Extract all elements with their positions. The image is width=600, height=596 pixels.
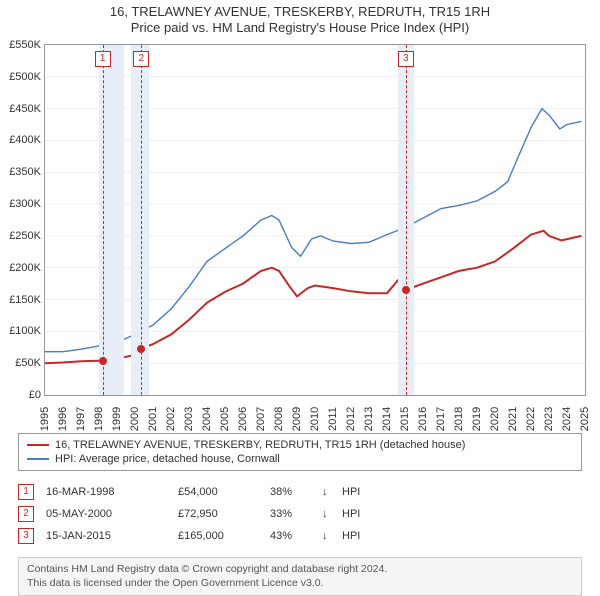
y-axis-label: £450K [9,103,41,115]
x-axis-label: 2017 [435,407,447,431]
event-price: £54,000 [178,486,258,498]
event-price: £72,950 [178,508,258,520]
x-axis-label: 2011 [327,407,339,431]
chart-marker-dot [99,357,107,365]
x-axis-label: 2019 [471,407,483,431]
x-axis-label: 2002 [165,407,177,431]
chart-marker-num: 2 [133,51,149,67]
event-num: 1 [18,484,34,500]
x-axis-label: 2004 [201,407,213,431]
series-price_paid [45,231,581,363]
y-axis-label: £400K [9,134,41,146]
y-axis-label: £350K [9,166,41,178]
x-axis-label: 1998 [93,407,105,431]
legend-row: 16, TRELAWNEY AVENUE, TRESKERBY, REDRUTH… [27,438,573,452]
legend-row: HPI: Average price, detached house, Corn… [27,452,573,466]
chart-marker-num: 3 [398,51,414,67]
y-axis-label: £250K [9,230,41,242]
x-axis-label: 2025 [579,407,591,431]
event-table: 1 16-MAR-1998 £54,000 38% ↓ HPI 2 05-MAY-2000 £7… [18,481,582,547]
chart-marker-line [406,45,407,395]
legend-label: 16, TRELAWNEY AVENUE, TRESKERBY, REDRUTH… [55,439,465,451]
y-axis-label: £50K [15,357,41,369]
event-num: 2 [18,506,34,522]
x-axis-label: 2024 [561,407,573,431]
event-gap: 43% [270,530,310,542]
down-arrow-icon: ↓ [322,508,330,520]
event-num: 3 [18,528,34,544]
x-axis-label: 2001 [147,407,159,431]
event-row: 3 15-JAN-2015 £165,000 43% ↓ HPI [18,525,582,547]
chart-marker-line [103,45,104,395]
x-axis-label: 2007 [255,407,267,431]
x-axis-label: 2016 [417,407,429,431]
y-axis-label: £550K [9,39,41,51]
event-gap: 33% [270,508,310,520]
x-axis-label: 2000 [129,407,141,431]
chart-marker-dot [402,286,410,294]
x-axis-label: 2005 [219,407,231,431]
event-row: 1 16-MAR-1998 £54,000 38% ↓ HPI [18,481,582,503]
event-vs: HPI [342,486,360,498]
price-chart: 123£0£50K£100K£150K£200K£250K£300K£350K£… [44,44,586,396]
x-axis-label: 2021 [507,407,519,431]
legend-swatch [27,458,49,460]
event-vs: HPI [342,508,360,520]
x-axis-label: 2008 [273,407,285,431]
y-axis-label: £300K [9,198,41,210]
y-axis-label: £100K [9,325,41,337]
footer-line2: This data is licensed under the Open Gov… [27,577,573,591]
event-gap: 38% [270,486,310,498]
down-arrow-icon: ↓ [322,486,330,498]
event-date: 15-JAN-2015 [46,530,166,542]
chart-title-subtitle: Price paid vs. HM Land Registry's House … [0,20,600,35]
legend-swatch [27,444,49,446]
x-axis-label: 2018 [453,407,465,431]
y-axis-label: £150K [9,294,41,306]
x-axis-label: 1999 [111,407,123,431]
legend-label: HPI: Average price, detached house, Corn… [55,453,280,465]
event-row: 2 05-MAY-2000 £72,950 33% ↓ HPI [18,503,582,525]
x-axis-label: 1995 [39,407,51,431]
event-price: £165,000 [178,530,258,542]
x-axis-label: 1996 [57,407,69,431]
x-axis-label: 2003 [183,407,195,431]
y-axis-label: £200K [9,262,41,274]
x-axis-label: 2014 [381,407,393,431]
chart-title-address: 16, TRELAWNEY AVENUE, TRESKERBY, REDRUTH… [0,4,600,19]
x-axis-label: 2023 [543,407,555,431]
x-axis-label: 2010 [309,407,321,431]
x-axis-label: 1997 [75,407,87,431]
x-axis-label: 2006 [237,407,249,431]
legend-box: 16, TRELAWNEY AVENUE, TRESKERBY, REDRUTH… [18,433,582,471]
x-axis-label: 2009 [291,407,303,431]
event-date: 05-MAY-2000 [46,508,166,520]
chart-marker-line [141,45,142,395]
footer-line1: Contains HM Land Registry data © Crown c… [27,563,573,577]
chart-marker-dot [137,345,145,353]
series-hpi [45,109,581,352]
chart-marker-num: 1 [95,51,111,67]
x-axis-label: 2020 [489,407,501,431]
down-arrow-icon: ↓ [322,530,330,542]
footer-licence: Contains HM Land Registry data © Crown c… [18,557,582,596]
event-vs: HPI [342,530,360,542]
x-axis-label: 2022 [525,407,537,431]
event-date: 16-MAR-1998 [46,486,166,498]
x-axis-label: 2015 [399,407,411,431]
y-axis-label: £0 [29,389,41,401]
y-axis-label: £500K [9,71,41,83]
x-axis-label: 2012 [345,407,357,431]
x-axis-label: 2013 [363,407,375,431]
